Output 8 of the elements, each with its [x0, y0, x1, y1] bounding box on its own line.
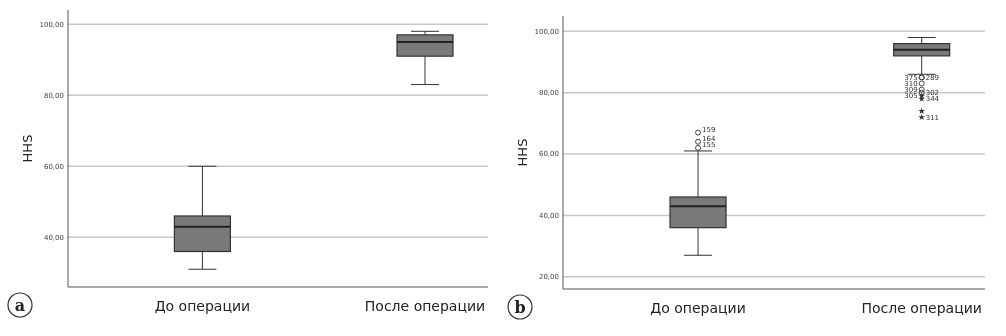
x-tick-label: После операции — [364, 298, 486, 314]
text: b — [514, 297, 526, 317]
x-tick-label: После операции — [861, 300, 982, 316]
x-tick-label: До операции — [154, 298, 251, 314]
y-axis-title: HHS — [515, 138, 530, 167]
y-axis-title: HHS — [20, 134, 35, 163]
text: a — [14, 295, 26, 315]
x-tick-label: До операции — [650, 300, 746, 316]
